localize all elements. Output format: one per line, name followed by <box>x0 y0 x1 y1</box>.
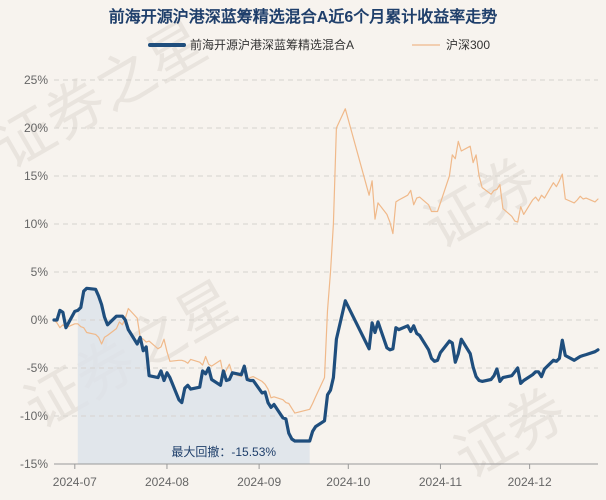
y-tick-label: -15% <box>20 457 48 471</box>
x-tick-label: 2024-11 <box>419 475 462 489</box>
legend-label-index: 沪深300 <box>446 38 490 52</box>
y-tick-label: -10% <box>20 409 48 423</box>
series <box>52 108 600 443</box>
x-tick-label: 2024-10 <box>326 475 370 489</box>
x-tick-label: 2024-07 <box>53 475 97 489</box>
chart-title: 前海开源沪港深蓝筹精选混合A近6个月累计收益率走势 <box>109 7 497 26</box>
y-tick-label: 15% <box>24 169 48 183</box>
y-tick-label: 5% <box>31 265 49 279</box>
x-tick-label: 2024-12 <box>508 475 552 489</box>
legend-label-fund: 前海开源沪港深蓝筹精选混合A <box>190 37 354 52</box>
y-tick-label: 25% <box>24 73 48 87</box>
series-line-fund <box>52 286 600 443</box>
y-tick-label: 20% <box>24 121 48 135</box>
max-drawdown-label: 最大回撤：-15.53% <box>171 444 276 459</box>
drawdown-area <box>77 288 310 464</box>
watermark-glyph: 证券之星 <box>0 7 218 182</box>
y-tick-label: 10% <box>24 217 48 231</box>
y-tick-label: -5% <box>27 361 49 375</box>
legend: 前海开源沪港深蓝筹精选混合A 沪深300 <box>148 37 490 52</box>
x-axis: 2024-07 2024-08 2024-09 2024-10 2024-11 2024-… <box>53 463 598 489</box>
series-line-index <box>53 108 599 414</box>
watermark-glyph: 证券 <box>413 145 547 262</box>
x-tick-label: 2024-09 <box>237 475 281 489</box>
drawdown-region <box>77 288 310 464</box>
x-tick-label: 2024-08 <box>145 475 189 489</box>
y-tick-label: 0% <box>31 313 49 327</box>
y-axis: 25% 20% 15% 10% 5% 0% -5% -10% -15% <box>20 73 48 471</box>
